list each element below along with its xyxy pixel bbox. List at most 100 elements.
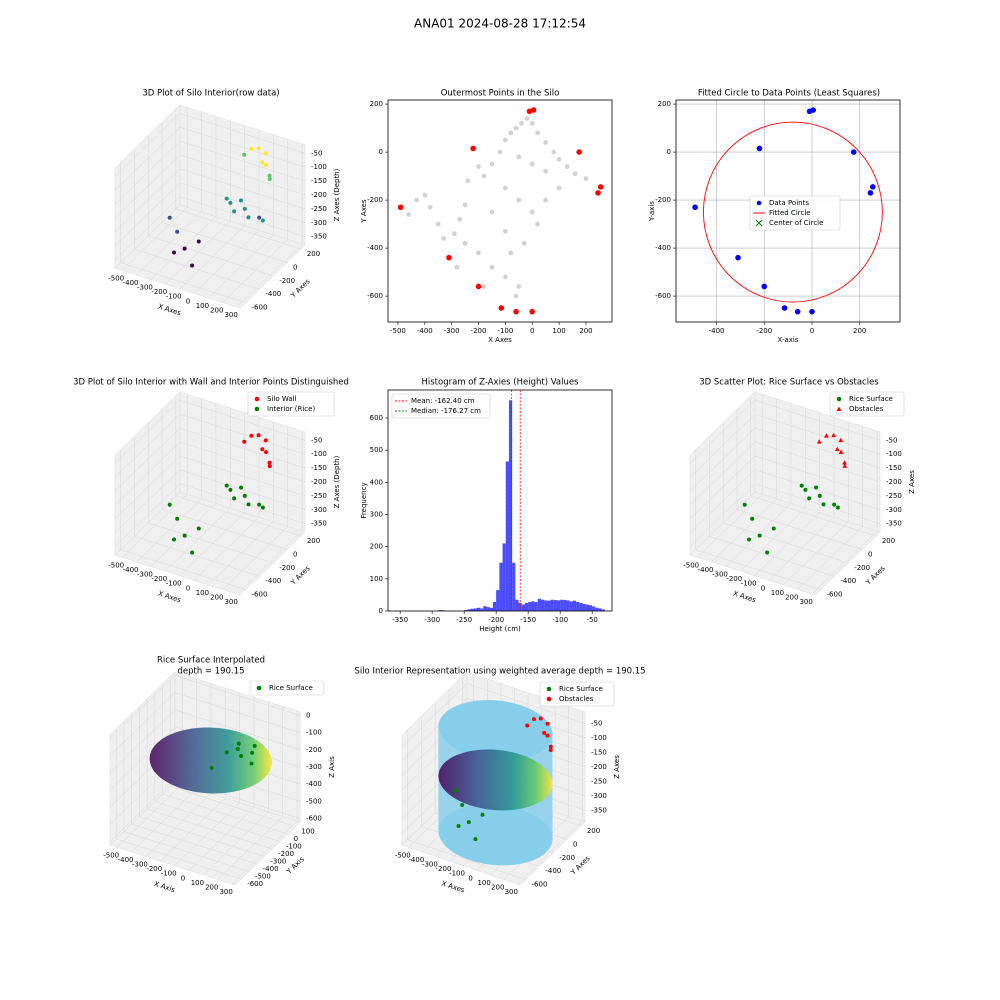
z-tick-label: -150 bbox=[591, 749, 607, 757]
data-point bbox=[535, 130, 541, 136]
x-axis-label: X Axis bbox=[153, 880, 176, 894]
y-tick-label: -400 bbox=[263, 865, 279, 873]
histogram-bar bbox=[467, 609, 471, 611]
data-point bbox=[551, 149, 557, 155]
grid-line bbox=[114, 168, 181, 233]
data-point bbox=[232, 496, 237, 501]
data-point bbox=[525, 723, 530, 728]
y-tick-label: 400 bbox=[370, 478, 383, 486]
data-point bbox=[249, 146, 254, 151]
data-point bbox=[422, 192, 428, 198]
x-tick-label: -200 bbox=[471, 327, 487, 335]
x-tick-label: -300 bbox=[444, 327, 460, 335]
grid-line bbox=[193, 517, 260, 581]
grid-line bbox=[179, 168, 306, 210]
grid-line bbox=[466, 683, 586, 724]
data-point bbox=[548, 744, 553, 749]
data-point bbox=[513, 293, 519, 299]
data-point bbox=[263, 438, 268, 443]
data-point bbox=[583, 176, 589, 181]
grid-line bbox=[754, 441, 881, 483]
x-tick-label: 200 bbox=[853, 327, 866, 335]
y-tick-label: 0 bbox=[294, 835, 298, 843]
x-tick-label: -100 bbox=[552, 616, 568, 624]
data-point bbox=[242, 152, 247, 157]
data-point bbox=[529, 209, 535, 215]
y-tick-label: 200 bbox=[882, 537, 895, 545]
data-point bbox=[572, 171, 578, 177]
grid-line bbox=[148, 235, 274, 277]
histogram-bar bbox=[556, 600, 561, 611]
grid-line bbox=[175, 495, 301, 537]
grid-line bbox=[754, 512, 820, 576]
legend-label: Mean: -162.40 cm bbox=[411, 397, 475, 405]
histogram-bar bbox=[572, 600, 577, 611]
data-point bbox=[454, 264, 460, 270]
axes-frame bbox=[387, 389, 613, 612]
y-tick-label: 100 bbox=[301, 828, 314, 836]
axes-frame bbox=[675, 99, 901, 323]
y-tick-label: 0 bbox=[667, 148, 671, 156]
grid-line bbox=[117, 784, 183, 848]
subplot-title: Histogram of Z-Axies (Height) Values bbox=[421, 378, 579, 388]
data-point bbox=[524, 116, 530, 121]
data-point bbox=[831, 432, 837, 438]
grid-line bbox=[131, 823, 257, 865]
data-point bbox=[556, 156, 562, 162]
x-tick-label: -500 bbox=[108, 561, 124, 569]
legend-label: Rice Surface bbox=[849, 395, 893, 403]
histogram-bar bbox=[582, 603, 586, 611]
grid-line bbox=[754, 455, 881, 497]
subplot-title: Fitted Circle to Data Points (Least Squa… bbox=[698, 89, 880, 99]
data-point bbox=[508, 130, 514, 136]
grid-line bbox=[697, 494, 763, 558]
data-point bbox=[260, 505, 265, 510]
x-axis-label: X Axes bbox=[440, 880, 465, 895]
y-tick-label: -100 bbox=[286, 843, 302, 851]
grid-line bbox=[123, 831, 250, 872]
x-tick-label: -50 bbox=[586, 616, 597, 624]
z-tick-label: -350 bbox=[311, 233, 327, 241]
grid-line bbox=[179, 483, 306, 524]
y-tick-label: 500 bbox=[370, 446, 383, 454]
data-point bbox=[757, 533, 762, 538]
data-point bbox=[250, 750, 255, 755]
y-tick-label: 300 bbox=[370, 510, 383, 518]
grid-line bbox=[136, 498, 202, 563]
x-tick-label: -400 bbox=[123, 566, 139, 574]
data-point bbox=[502, 228, 508, 234]
grid-line bbox=[122, 494, 188, 558]
grid-line bbox=[689, 400, 756, 464]
x-tick-label: 100 bbox=[771, 589, 784, 597]
y-tick-label: -600 bbox=[252, 591, 268, 599]
data-point bbox=[521, 240, 527, 246]
z-tick-label: -100 bbox=[886, 450, 902, 458]
x-tick-label: 0 bbox=[186, 297, 190, 305]
z-tick-label: -200 bbox=[306, 746, 322, 754]
grid-line bbox=[148, 522, 274, 564]
histogram-bar bbox=[566, 600, 570, 611]
subplot-title: depth = 190.15 bbox=[177, 667, 244, 677]
grid-line bbox=[188, 807, 255, 871]
x-axis-label: X Axes bbox=[732, 590, 757, 605]
x-tick-label: 100 bbox=[191, 879, 204, 887]
z-tick-label: -200 bbox=[886, 478, 902, 486]
data-point bbox=[446, 254, 452, 261]
grid-line bbox=[401, 683, 468, 747]
data-point bbox=[256, 433, 261, 438]
legend-box bbox=[249, 680, 325, 696]
histogram-bar bbox=[579, 602, 583, 611]
x-tick-label: -300 bbox=[137, 283, 153, 291]
y-tick-label: 200 bbox=[587, 827, 600, 835]
x-tick-label: -500 bbox=[395, 851, 411, 859]
z-tick-label: -150 bbox=[886, 464, 902, 472]
z-axis-label: Z Axes (Depth) bbox=[333, 455, 341, 508]
data-point bbox=[172, 250, 177, 255]
grid-line bbox=[222, 239, 288, 303]
grid-line bbox=[203, 811, 269, 876]
z-tick-label: -300 bbox=[311, 506, 327, 514]
y-tick-label: -400 bbox=[265, 290, 281, 298]
data-point bbox=[246, 502, 251, 507]
y-tick-label: 200 bbox=[307, 250, 320, 258]
fitted-circle bbox=[702, 121, 883, 303]
